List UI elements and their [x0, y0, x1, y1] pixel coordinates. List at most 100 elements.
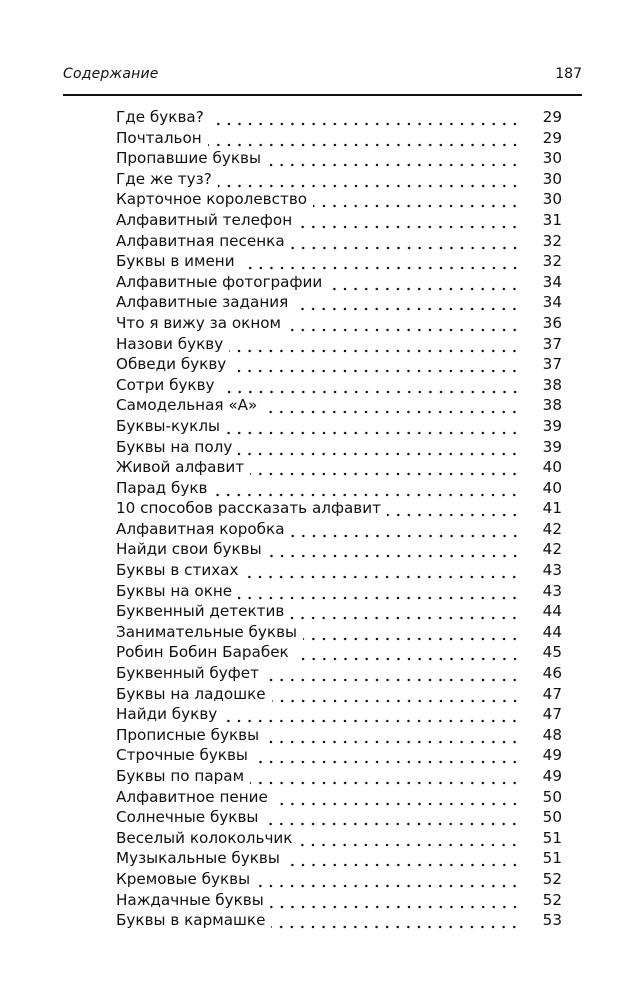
toc-entry: Кремовые буквы 52 — [116, 868, 562, 890]
toc-entry-title: Пропавшие буквы — [116, 149, 261, 168]
toc-entry-title: Буквенный буфет — [116, 664, 259, 683]
toc-entry-title: Прописные буквы — [116, 725, 260, 744]
toc-entry-page: 30 — [542, 169, 562, 188]
toc-entry-title: Занимательные буквы — [116, 622, 298, 641]
toc-entry-page: 39 — [542, 416, 562, 435]
dot-leader — [298, 827, 520, 849]
toc-entry-page: 39 — [542, 437, 562, 456]
toc-entry-page: 38 — [542, 396, 562, 415]
dot-leader — [229, 333, 520, 355]
dot-leader — [271, 910, 520, 931]
toc-entry-page: 34 — [542, 293, 562, 312]
toc-entry-page: 38 — [542, 375, 562, 394]
toc-entry-page: 50 — [542, 787, 562, 806]
toc-entry: Обведи букву 37 — [116, 354, 562, 375]
toc-entry-page: 51 — [542, 828, 562, 847]
toc-entry-title: Буквы по парам — [116, 767, 245, 785]
toc-entry: Почтальон 29 — [116, 127, 562, 149]
toc-entry-title: 10 способов рассказать алфавит — [116, 499, 381, 518]
toc-entry-title: Строчные буквы — [116, 746, 248, 765]
toc-entry-title: Самодельная «А» — [116, 396, 258, 415]
dot-leader — [328, 271, 520, 293]
toc-entry-page: 40 — [542, 478, 562, 497]
toc-entry-title: Назови букву — [116, 334, 224, 353]
dot-leader — [217, 168, 520, 190]
dot-leader — [294, 642, 520, 664]
dot-leader — [238, 436, 520, 458]
toc-entry: Алфавитные задания 34 — [116, 292, 562, 313]
toc-entry: Парад букв 40 — [116, 477, 562, 499]
toc-entry-title: Алфавитный телефон — [116, 210, 293, 229]
toc-entry-title: Веселый колокольчик — [116, 828, 293, 847]
toc-entry-page: 30 — [542, 149, 562, 168]
toc-entry: Буквы в стихах 43 — [116, 560, 562, 581]
toc-entry: Где буква? 29 — [116, 107, 562, 128]
toc-entry: Буквы на окне 43 — [116, 580, 562, 602]
dot-leader — [226, 415, 520, 437]
toc-entry-title: Солнечные буквы — [116, 808, 259, 827]
toc-entry-page: 37 — [542, 355, 562, 374]
toc-entry-title: Буквы на полу — [116, 437, 233, 456]
toc-entry: Буквы-куклы 39 — [116, 415, 562, 437]
toc-entry: Наждачные буквы 52 — [116, 889, 562, 911]
toc-entry-title: Найди свои буквы — [116, 540, 262, 559]
dot-leader — [244, 560, 520, 581]
toc-entry: Самодельная «А» 38 — [116, 395, 562, 416]
dot-leader — [264, 807, 520, 828]
toc-entry: Алфавитная коробка 42 — [116, 518, 562, 540]
toc-entry: Что я вижу за окном 36 — [116, 312, 562, 334]
toc-entry: Алфавитная песенка 32 — [116, 230, 562, 252]
toc-entry-page: 52 — [542, 890, 562, 909]
toc-entry: Живой алфавит 40 — [116, 457, 562, 478]
toc-entry-page: 42 — [542, 519, 562, 538]
toc-entry-page: 43 — [542, 561, 562, 580]
toc-entry-page: 44 — [542, 622, 562, 641]
dot-leader — [269, 889, 520, 911]
toc-entry-page: 43 — [542, 581, 562, 600]
dot-leader — [265, 724, 520, 746]
toc-entry-page: 48 — [542, 725, 562, 744]
toc-entry-title: Алфавитные фотографии — [116, 272, 323, 291]
dot-leader — [250, 766, 520, 787]
toc-entry-title: Кремовые буквы — [116, 869, 251, 888]
toc-entry-title: Сотри букву — [116, 375, 215, 394]
running-header: Содержание 187 — [63, 66, 582, 88]
toc-entry-page: 31 — [542, 210, 562, 229]
toc-entry-page: 45 — [542, 643, 562, 662]
toc-entry-page: 46 — [542, 664, 562, 683]
toc-entry: Буквы по парам 49 — [116, 766, 562, 787]
toc-entry-title: Где буква? — [116, 108, 204, 126]
dot-leader — [271, 683, 520, 705]
toc-entry-page: 50 — [542, 808, 562, 827]
toc-entry-page: 42 — [542, 540, 562, 559]
toc-entry-page: 34 — [542, 272, 562, 291]
toc-entry-title: Музыкальные буквы — [116, 849, 280, 868]
toc-entry-title: Карточное королевство — [116, 190, 308, 209]
toc-entry: Робин Бобин Барабек 45 — [116, 642, 562, 664]
dot-leader — [207, 127, 520, 149]
toc-entry-page: 44 — [542, 602, 562, 621]
dot-leader — [238, 580, 520, 602]
dot-leader — [209, 107, 520, 128]
toc-entry-page: 40 — [542, 458, 562, 477]
toc-entry: Буквы на полу 39 — [116, 436, 562, 458]
toc-entry: Карточное королевство 30 — [116, 189, 562, 210]
toc-entry: Назови букву 37 — [116, 333, 562, 355]
toc-entry-title: Обведи букву — [116, 355, 227, 374]
dot-leader — [298, 209, 520, 231]
toc-entry-title: Наждачные буквы — [116, 890, 264, 909]
toc-entry: Буквы в имени 32 — [116, 251, 562, 272]
toc-entry-title: Алфавитные задания — [116, 293, 289, 312]
toc-entry: Алфавитный телефон 31 — [116, 209, 562, 231]
dot-leader — [273, 786, 520, 808]
toc-entry-title: Что я вижу за окном — [116, 313, 282, 332]
toc-entry: Буквенный детектив 44 — [116, 601, 562, 622]
dot-leader — [266, 148, 520, 169]
toc-entry-page: 32 — [542, 252, 562, 271]
toc-entry-title: Найди букву — [116, 705, 218, 724]
toc-entry-title: Буквы на ладошке — [116, 684, 266, 703]
toc-entry: Солнечные буквы 50 — [116, 807, 562, 828]
toc-entry-title: Парад букв — [116, 478, 208, 497]
toc-entry-title: Буквы на окне — [116, 581, 233, 600]
toc-entry-page: 41 — [542, 499, 562, 518]
